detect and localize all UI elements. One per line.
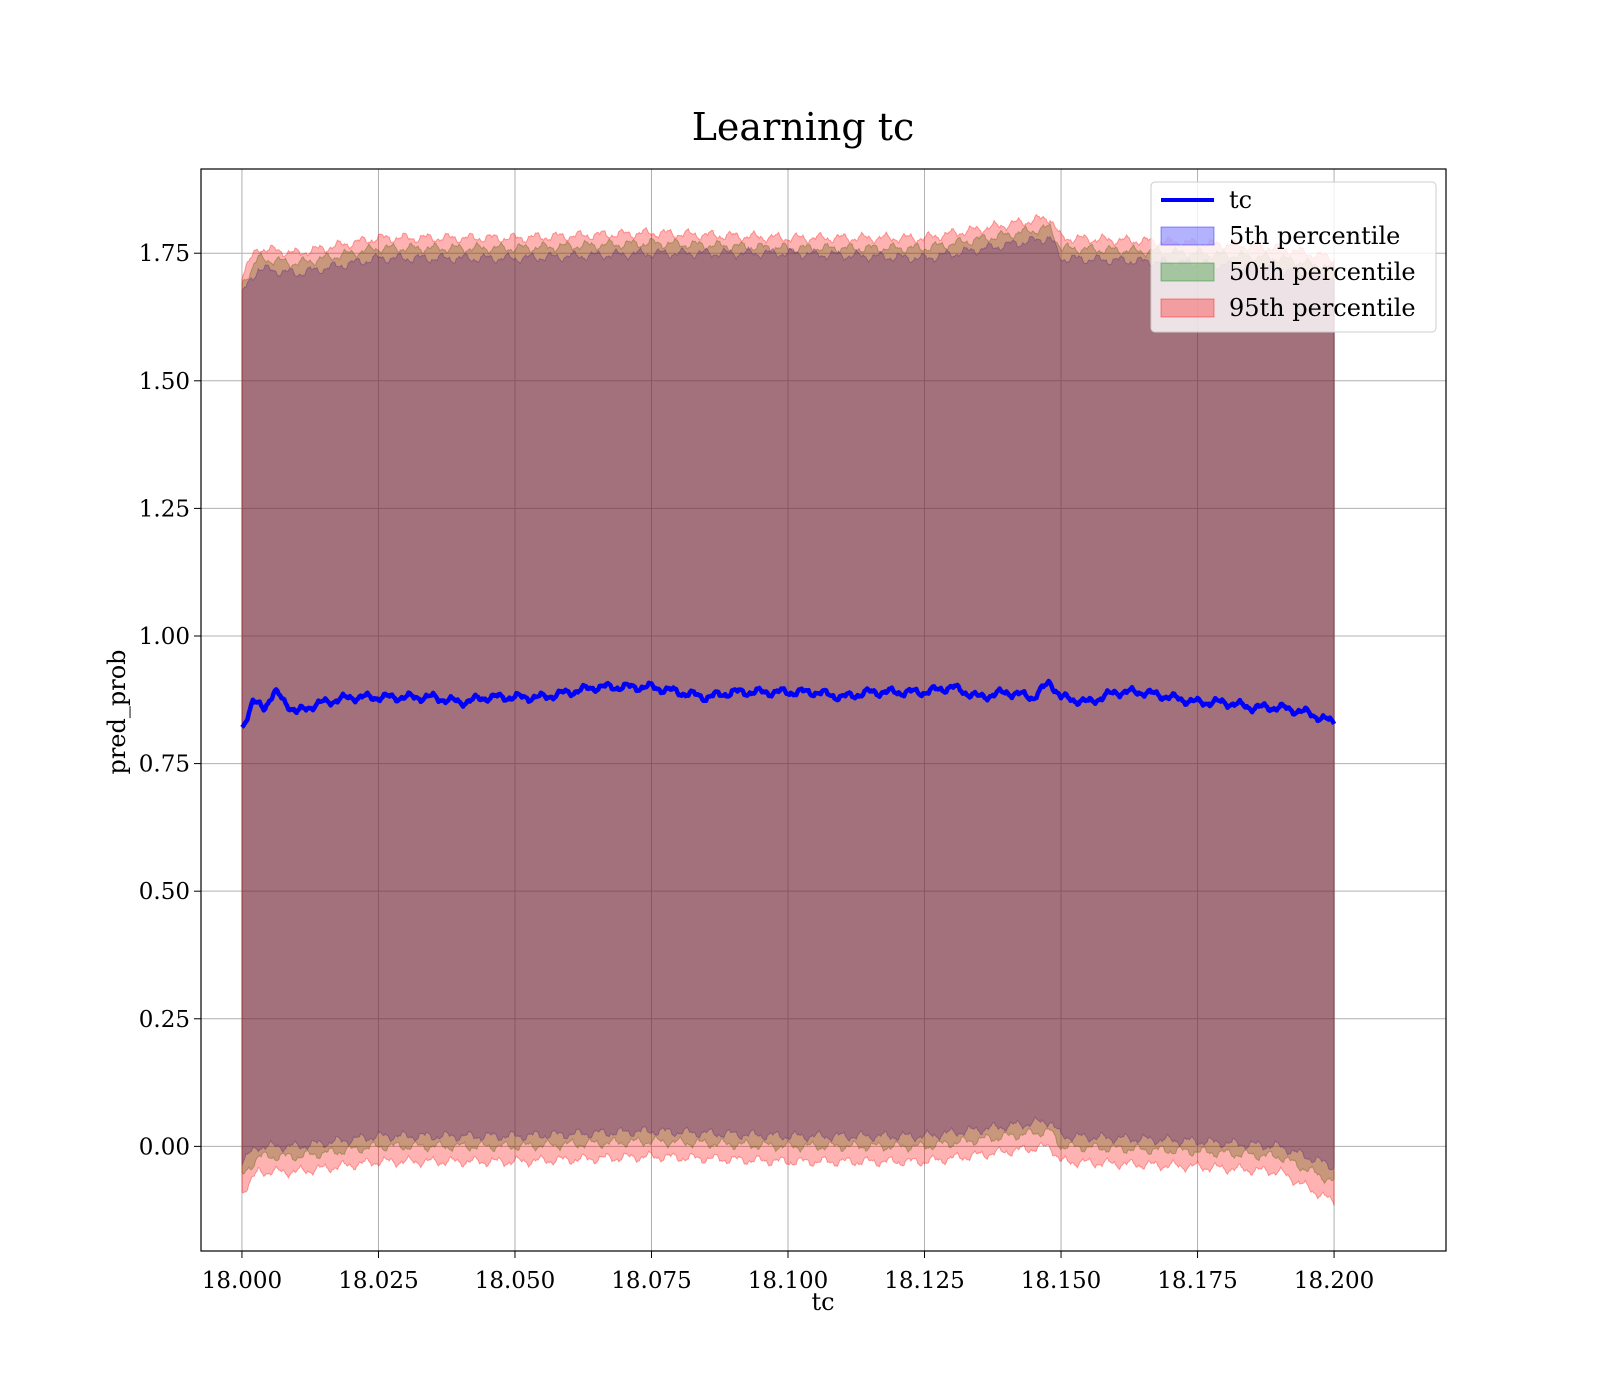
y-tick-label: 1.00 — [139, 624, 190, 650]
y-tick-label: 0.25 — [139, 1007, 190, 1033]
x-axis-ticks: 18.000 18.025 18.050 18.075 18.100 18.125 18.1… — [202, 1251, 1374, 1294]
band-50th-percentile — [241, 222, 1335, 1185]
y-tick-label: 0.75 — [139, 752, 190, 778]
legend-label: 5th percentile — [1229, 222, 1400, 250]
legend-swatch-patch — [1160, 298, 1215, 318]
legend-label: tc — [1229, 186, 1252, 214]
y-axis-ticks: 0.00 0.25 0.50 0.75 1.00 1.25 1.50 1.75 — [139, 241, 201, 1160]
x-tick-label: 18.000 — [202, 1268, 282, 1294]
y-tick-label: 0.50 — [139, 879, 190, 905]
x-tick-label: 18.025 — [338, 1268, 418, 1294]
x-tick-label: 18.075 — [611, 1268, 691, 1294]
line-tc — [240, 678, 1337, 729]
series-lines — [240, 678, 1337, 729]
x-tick-label: 18.100 — [748, 1268, 828, 1294]
legend-box — [1150, 181, 1437, 333]
x-tick-label: 18.125 — [884, 1268, 964, 1294]
x-axis-label: tc — [811, 1288, 834, 1316]
y-axis-label: pred_prob — [103, 649, 131, 774]
grid — [201, 169, 1446, 1251]
legend-swatch-patch — [1160, 226, 1215, 246]
legend-label: 50th percentile — [1229, 258, 1416, 286]
y-tick-label: 1.75 — [139, 241, 190, 267]
legend-swatch-patch — [1160, 262, 1215, 282]
band-5th-percentile — [241, 235, 1335, 1171]
y-tick-label: 1.25 — [139, 496, 190, 522]
chart-title: Learning tc — [692, 105, 915, 149]
y-tick-label: 1.50 — [139, 369, 190, 395]
percentile-bands — [241, 213, 1335, 1206]
legend: tc 5th percentile 50th percentile 95th perc… — [1150, 181, 1437, 333]
x-tick-label: 18.175 — [1157, 1268, 1237, 1294]
x-tick-label: 18.050 — [475, 1268, 555, 1294]
x-tick-label: 18.150 — [1021, 1268, 1101, 1294]
x-tick-label: 18.200 — [1294, 1268, 1374, 1294]
y-tick-label: 0.00 — [139, 1134, 190, 1160]
plot-frame — [200, 168, 1447, 1252]
band-95th-percentile — [241, 213, 1335, 1206]
legend-label: 95th percentile — [1229, 294, 1416, 322]
